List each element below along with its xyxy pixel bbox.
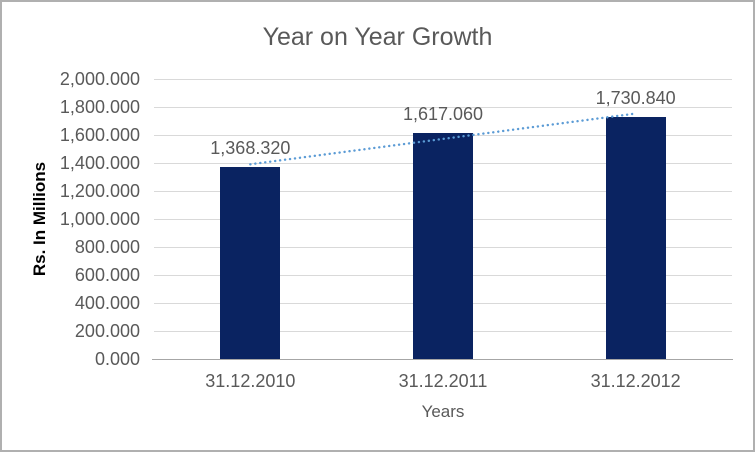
- y-tick-label: 800.000: [74, 237, 140, 257]
- y-tick-label: 600.000: [74, 265, 140, 285]
- chart-title: Year on Year Growth: [262, 23, 493, 51]
- y-tick-label: 200.000: [74, 321, 140, 341]
- y-axis-title: Rs. In Millions: [30, 161, 49, 277]
- y-tick-label: 400.000: [74, 293, 140, 313]
- x-axis-title: Years: [421, 402, 465, 421]
- x-category-label: 31.12.2011: [398, 371, 488, 391]
- bar: [605, 116, 666, 359]
- y-tick-label: 1,600.000: [59, 125, 140, 145]
- y-tick-label: 2,000.000: [59, 69, 140, 89]
- bar-data-label: 1,730.840: [595, 87, 676, 108]
- x-category-label: 31.12.2010: [205, 371, 296, 391]
- x-axis-line: [152, 359, 733, 360]
- y-tick-label: 1,800.000: [59, 97, 140, 117]
- x-category-label: 31.12.2012: [590, 371, 681, 391]
- bar-data-label: 1,617.060: [402, 103, 484, 124]
- gridline: [154, 106, 732, 108]
- bar: [413, 132, 473, 359]
- y-tick-label: 1,400.000: [59, 153, 140, 173]
- bar-data-label: 1,368.320: [210, 138, 291, 159]
- bar: [220, 167, 281, 359]
- y-tick-label: 0.000: [94, 349, 140, 369]
- y-tick-label: 1,000.000: [59, 209, 140, 229]
- gridline: [154, 78, 732, 80]
- y-tick-label: 1,200.000: [59, 181, 140, 201]
